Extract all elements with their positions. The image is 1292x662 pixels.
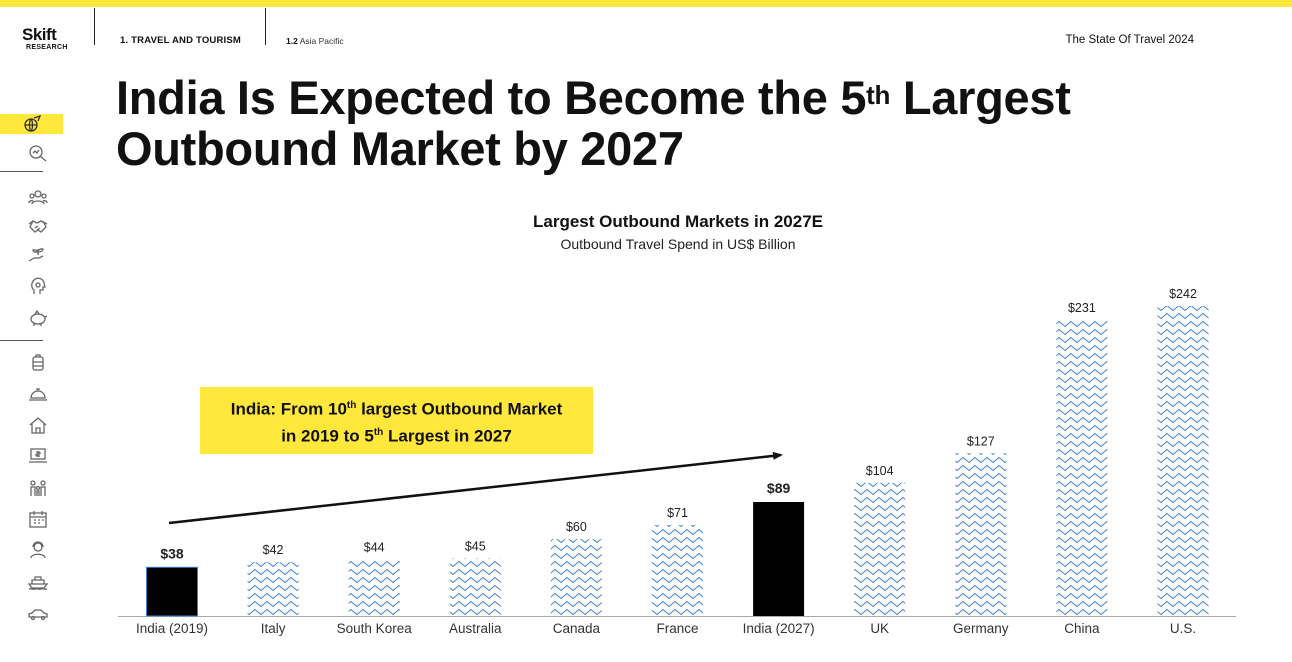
data-label: $231 — [1068, 301, 1096, 315]
x-tick-label: Australia — [449, 621, 502, 636]
title-line2: Outbound Market by 2027 — [116, 122, 684, 175]
x-tick-label: China — [1064, 621, 1100, 636]
sidebar-divider — [0, 171, 43, 172]
chart-title: Largest Outbound Markets in 2027E — [532, 212, 823, 231]
data-label: $89 — [767, 480, 791, 496]
head-gear-icon[interactable] — [25, 276, 51, 296]
x-tick-label: Canada — [553, 621, 601, 636]
subsection-name: Asia Pacific — [299, 36, 344, 46]
x-tick-label: India (2027) — [743, 621, 815, 636]
header-divider — [94, 8, 95, 45]
people-group-icon[interactable] — [25, 187, 51, 207]
bar-germany — [955, 453, 1007, 616]
data-label: $71 — [667, 506, 688, 520]
bar-china — [1056, 320, 1108, 616]
callout-line1-b: largest Outbound Market — [356, 399, 563, 419]
sidebar-divider — [0, 340, 43, 341]
title-superscript: th — [866, 80, 891, 110]
data-label: $42 — [263, 543, 284, 557]
magnifier-chart-icon[interactable] — [25, 143, 51, 163]
hand-plant-icon[interactable] — [25, 245, 51, 265]
bar-india-2019 — [146, 566, 198, 617]
bar-canada — [550, 539, 602, 616]
callout-line1-a: India: From 10 — [230, 399, 347, 419]
chart-subtitle: Outbound Travel Spend in US$ Billion — [560, 236, 796, 252]
logo-text: Skift — [22, 25, 57, 44]
data-label: $38 — [160, 545, 184, 561]
globe-plane-icon[interactable] — [0, 114, 63, 134]
bar-italy — [247, 562, 299, 616]
page-title: India Is Expected to Become the 5th Larg… — [116, 72, 1071, 174]
data-label: $104 — [866, 464, 894, 478]
data-label: $44 — [364, 541, 385, 555]
callout-box: India: From 10th largest Outbound Market… — [200, 387, 593, 454]
laptop-money-icon[interactable] — [25, 446, 51, 466]
breadcrumb-section[interactable]: 1. TRAVEL AND TOURISM — [120, 35, 242, 46]
bar-india-2027 — [753, 501, 805, 616]
data-label: $45 — [465, 539, 486, 553]
callout-line2-b: Largest in 2027 — [383, 426, 512, 446]
breadcrumb-subsection[interactable]: 1.2 Asia Pacific — [286, 36, 344, 46]
report-title: The State Of Travel 2024 — [1065, 34, 1195, 46]
data-label: $60 — [566, 520, 587, 534]
bar-australia — [449, 558, 501, 616]
data-label: $127 — [967, 434, 995, 448]
skift-logo[interactable]: Skift RESEARCH — [22, 26, 78, 51]
service-bell-icon[interactable] — [25, 384, 51, 404]
bar-uk — [854, 482, 906, 616]
luggage-icon[interactable] — [25, 353, 51, 373]
handshake-icon[interactable] — [25, 216, 51, 236]
bar-u-s — [1157, 306, 1209, 616]
x-tick-label: India (2019) — [136, 621, 208, 636]
top-accent-bar — [0, 0, 1292, 7]
callout-superscript: th — [373, 426, 384, 438]
x-tick-label: Italy — [261, 621, 286, 636]
cruise-ship-icon[interactable] — [25, 571, 51, 591]
subsection-number: 1.2 — [286, 36, 298, 46]
x-tick-label: Germany — [953, 621, 1009, 636]
callout-text: India: From 10th largest Outbound Market… — [231, 394, 563, 447]
logo-subtext: RESEARCH — [26, 44, 68, 51]
person-headset-icon[interactable] — [25, 540, 51, 560]
x-tick-label: U.S. — [1170, 621, 1196, 636]
family-icon[interactable] — [25, 478, 51, 498]
x-tick-label: UK — [870, 621, 889, 636]
data-label: $242 — [1169, 287, 1197, 301]
bar-south-korea — [348, 559, 400, 616]
bar-france — [652, 525, 703, 616]
callout-line2-a: in 2019 to 5 — [281, 426, 374, 446]
calendar-icon[interactable] — [25, 509, 51, 529]
header-divider — [265, 8, 266, 45]
callout-superscript: th — [346, 399, 357, 411]
car-icon[interactable] — [25, 604, 51, 624]
piggy-bank-icon[interactable] — [25, 308, 51, 328]
x-tick-label: France — [656, 621, 698, 636]
title-line1-a: India Is Expected to Become the 5 — [116, 71, 867, 124]
house-icon[interactable] — [25, 415, 51, 435]
growth-arrow — [168, 451, 783, 525]
title-line1-b: Largest — [890, 71, 1071, 124]
x-tick-label: South Korea — [337, 621, 413, 636]
